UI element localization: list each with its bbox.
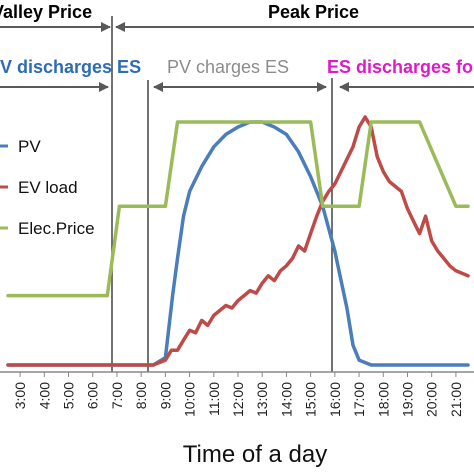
legend-item-pv: PV [0, 137, 41, 156]
x-tick-label: 11:00 [206, 382, 222, 416]
legend-label-elec-price: Elec.Price [18, 219, 95, 238]
legend: PV EV load Elec.Price [0, 137, 95, 238]
legend-item-elec-price: Elec.Price [0, 219, 95, 238]
x-tick-label: 6:00 [85, 382, 101, 409]
x-tick-label: 16:00 [327, 382, 343, 417]
x-tick-label: 10:00 [182, 382, 198, 417]
x-axis-title: Time of a day [183, 441, 328, 468]
series-line-pv [6, 120, 470, 367]
x-tick-label: 12:00 [230, 382, 246, 417]
x-tick-label: 20:00 [424, 382, 440, 417]
x-tick-label: 3:00 [12, 382, 28, 409]
x-tick-label: 17:00 [351, 382, 367, 417]
pv-charges-es-label: PV charges ES [167, 57, 289, 77]
period-band-middle: PV discharges ES PV charges ES ES discha… [0, 57, 474, 92]
x-tick-label: 15:00 [303, 382, 319, 417]
es-discharges-label: ES discharges fo [327, 57, 473, 77]
x-tick-label: 8:00 [133, 382, 149, 409]
x-tick-label: 5:00 [61, 382, 77, 409]
legend-label-pv: PV [18, 137, 41, 156]
pv-discharges-es-label: PV discharges ES [0, 57, 141, 77]
x-tick-label: 19:00 [399, 382, 415, 417]
legend-item-ev-load: EV load [0, 178, 78, 197]
x-tick-label: 14:00 [278, 382, 294, 417]
x-tick-layer: 3:00 4:00 5:00 6:00 7:00 8:00 9:00 10:00 11:00 12… [12, 372, 464, 417]
series-line-ev-load [6, 115, 470, 367]
x-tick-label: 21:00 [448, 382, 464, 417]
legend-label-ev-load: EV load [18, 178, 78, 197]
peak-price-label: Peak Price [268, 2, 359, 22]
series-line-elec-price [6, 120, 470, 298]
period-band-top: Valley Price Peak Price [0, 2, 474, 32]
x-tick-label: 4:00 [36, 382, 52, 409]
x-tick-label: 7:00 [109, 382, 125, 409]
x-tick-label: 18:00 [375, 382, 391, 417]
x-tick-label: 9:00 [157, 382, 173, 409]
valley-price-label: Valley Price [0, 2, 92, 22]
x-tick-label: 13:00 [254, 382, 270, 417]
series-layer [6, 115, 470, 367]
